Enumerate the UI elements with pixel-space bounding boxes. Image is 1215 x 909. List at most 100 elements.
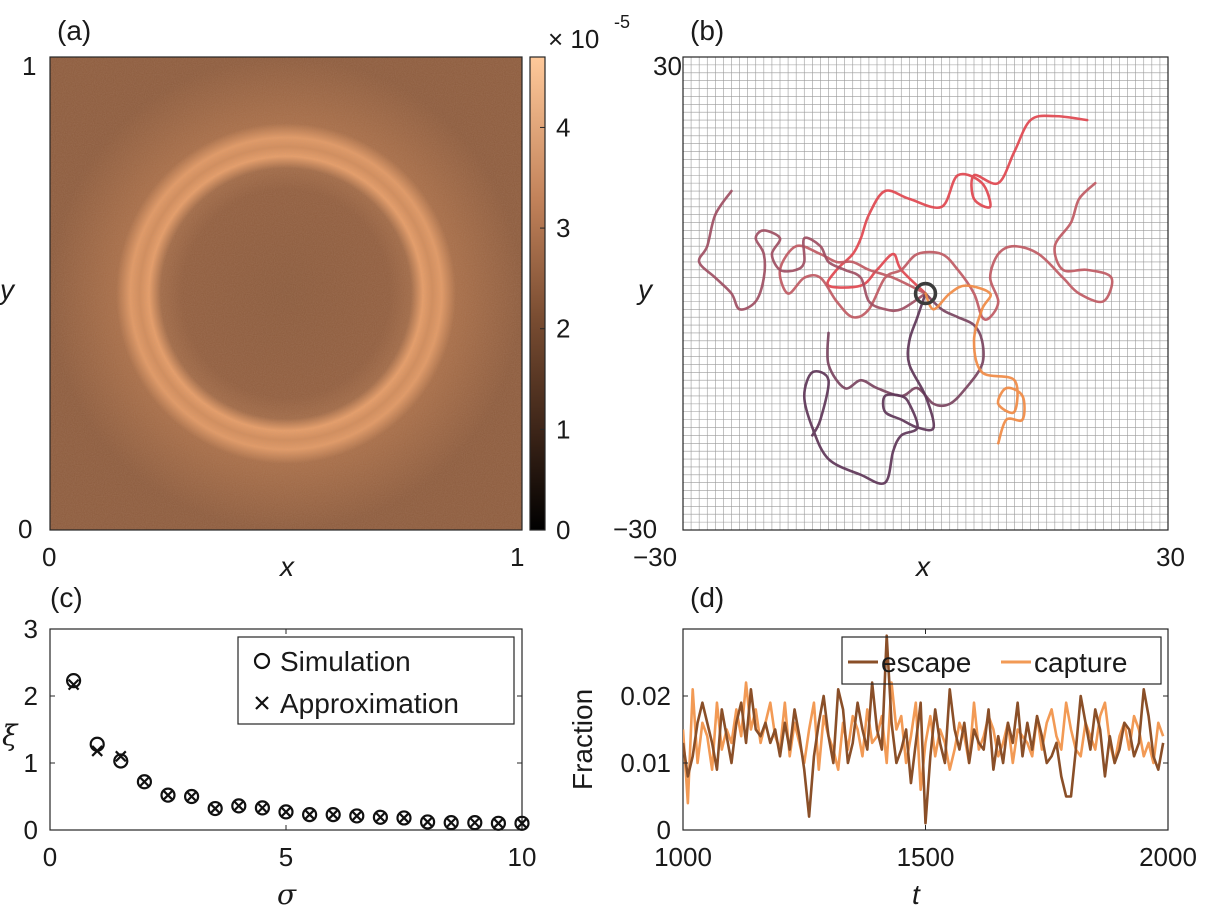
point-simulation	[325, 806, 341, 823]
c-xlabel: σ	[277, 878, 297, 909]
d-xtick-label: 1500	[897, 842, 955, 872]
colorbar-tick-label: 3	[556, 213, 570, 243]
b-xtick-label: 30	[1156, 542, 1185, 572]
point-simulation	[467, 815, 483, 831]
grid-lines	[683, 57, 1168, 530]
point-simulation	[420, 814, 436, 830]
point-approximation	[351, 810, 363, 822]
colorbar-ticks: 0 1 2 3 4	[540, 112, 570, 545]
d-xlabel: t	[912, 879, 921, 909]
point-simulation	[396, 810, 412, 826]
point-simulation	[160, 787, 176, 803]
point-approximation	[209, 802, 221, 815]
d-ytick-label: 0	[657, 815, 671, 845]
point-simulation	[207, 800, 223, 817]
point-approximation	[327, 808, 339, 821]
point-simulation	[349, 808, 365, 824]
point-simulation	[65, 672, 82, 689]
trajectory-2	[778, 181, 1114, 321]
point-simulation	[89, 736, 105, 752]
colorbar-frame	[529, 56, 546, 531]
timeseries-lines	[683, 634, 1165, 825]
b-ylabel: y	[636, 274, 654, 305]
point-approximation	[91, 745, 103, 757]
point-simulation	[443, 815, 459, 831]
point-simulation	[302, 806, 318, 823]
point-approximation	[138, 775, 151, 788]
point-simulation	[254, 800, 270, 816]
trajectory-5	[802, 292, 936, 485]
legend-label-simulation: Simulation	[280, 646, 411, 677]
trajectory-4	[826, 292, 985, 408]
legend-marker-simulation	[253, 652, 271, 670]
point-simulation	[231, 798, 247, 814]
colorbar-exponent: -5	[614, 12, 630, 32]
c-xtick-label: 0	[43, 842, 57, 872]
point-simulation	[113, 753, 129, 769]
d-xtick-label: 2000	[1139, 842, 1197, 872]
panel-a-label: (a)	[57, 15, 91, 46]
a-ytick-label: 0	[18, 514, 32, 544]
b-xlabel: x	[914, 551, 931, 582]
colorbar-tick-label: 0	[556, 515, 570, 545]
a-xtick-label: 0	[42, 542, 56, 572]
c-ylabel: ξ	[2, 719, 19, 752]
timeseries-ticks: 1000 1500 2000 0 0.01 0.02	[620, 629, 1197, 872]
c-xtick-label: 5	[279, 842, 293, 872]
panel-c: (c) 0 5 10 0 1 2 3 Simulation Approximation	[24, 582, 537, 872]
b-ytick-label: 30	[653, 51, 682, 81]
heatmap-frame	[49, 56, 523, 531]
trajectories	[697, 114, 1114, 485]
point-approximation	[398, 812, 410, 824]
heatmap-ticks: 0 1 0 1	[18, 51, 524, 572]
a-xtick-label: 1	[510, 542, 524, 572]
grid-frame	[682, 56, 1169, 531]
point-approximation	[115, 750, 127, 763]
panel-d-label: (d)	[690, 582, 724, 613]
trajectory-3	[697, 189, 927, 313]
legend-marker-approximation	[255, 696, 269, 710]
c-ytick-label: 0	[24, 815, 38, 845]
timeseries-legend: escape capture	[841, 636, 1162, 685]
scatter-ticks: 0 5 10 0 1 2 3	[24, 614, 537, 872]
c-ytick-label: 3	[24, 614, 38, 644]
point-approximation	[256, 802, 269, 814]
c-ytick-label: 2	[24, 681, 38, 711]
point-approximation	[492, 817, 505, 830]
point-simulation	[490, 815, 506, 831]
panel-d: (d) 1000 1500 2000 0 0.01 0.02 escape capture	[620, 582, 1197, 872]
b-ytick-label: −30	[613, 514, 657, 544]
point-approximation	[162, 789, 174, 801]
trajectory-6	[924, 284, 1026, 445]
point-approximation	[303, 808, 316, 821]
point-simulation	[514, 815, 530, 831]
legend-box-d	[841, 636, 1162, 685]
d-ytick-label: 0.01	[620, 748, 671, 778]
colorbar-tick-label: 2	[556, 314, 570, 344]
panel-a: (a) 0 1 0 1 0 1 2 3 4 × 10 -5	[18, 12, 630, 572]
colorbar-tick-label: 4	[556, 112, 570, 142]
point-approximation	[516, 817, 528, 830]
colorbar-tick-label: 1	[556, 414, 570, 444]
scatter-legend: Simulation Approximation	[237, 636, 515, 725]
a-ytick-label: 1	[22, 51, 36, 81]
series-escape	[683, 634, 1165, 825]
c-xtick-label: 10	[508, 842, 537, 872]
colorbar	[530, 57, 545, 530]
point-approximation	[374, 811, 387, 824]
point-approximation	[445, 816, 457, 829]
legend-label-escape: escape	[881, 647, 971, 678]
heatmap-noise	[50, 57, 522, 530]
legend-box	[237, 636, 515, 725]
point-approximation	[469, 816, 481, 829]
legend-label-approximation: Approximation	[280, 688, 459, 719]
panel-b: (b) −30 30 −30 30	[613, 15, 1185, 572]
point-simulation	[184, 788, 200, 805]
d-ylabel: Fraction	[567, 689, 598, 790]
colorbar-exponent-prefix: × 10	[548, 24, 599, 54]
point-simulation	[136, 774, 152, 790]
trajectory-1	[826, 114, 1089, 295]
point-approximation	[280, 806, 292, 818]
point-approximation	[233, 800, 245, 812]
